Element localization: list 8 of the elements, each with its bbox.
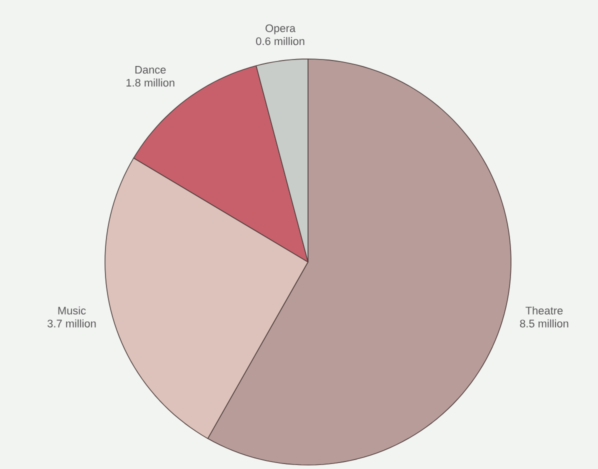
- data-label: 1.8 million: [126, 78, 174, 87]
- slice-label: Opera: [266, 24, 296, 34]
- slice-label: Music: [58, 306, 86, 314]
- data-label: 8.5 million: [520, 319, 568, 328]
- slice-label: Theatre: [526, 306, 563, 314]
- data-label: 0.6 million: [256, 37, 304, 46]
- data-label: 3.7 million: [48, 319, 96, 328]
- slice-label: Dance: [135, 66, 166, 74]
